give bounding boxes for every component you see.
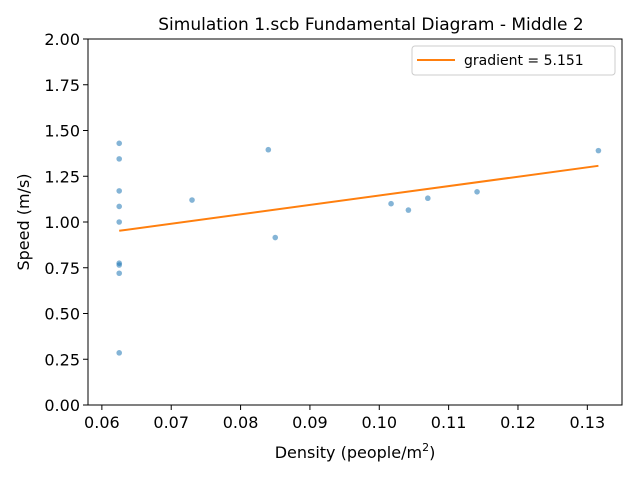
y-axis-label: Speed (m/s)	[14, 173, 33, 270]
x-axis-label-main: Density (people/m	[275, 443, 422, 462]
scatter-point	[265, 146, 272, 153]
scatter-point	[595, 147, 602, 154]
x-tick-label: 0.06	[84, 413, 120, 432]
y-axis: 0.00 0.25 0.50 0.75 1.00 1.25 1.50 1.75 2.00	[44, 30, 88, 415]
y-tick-label: 1.00	[44, 213, 80, 232]
x-tick-label: 0.09	[292, 413, 328, 432]
y-tick-label: 1.75	[44, 76, 80, 95]
scatter-point	[388, 200, 394, 207]
scatter-point	[474, 189, 480, 195]
legend: gradient = 5.151	[411, 45, 616, 76]
scatter-point	[425, 195, 431, 202]
y-tick-label: 1.50	[44, 122, 80, 141]
y-tick-label: 0.00	[44, 396, 80, 415]
scatter-point	[116, 188, 123, 194]
scatter-point	[116, 156, 123, 162]
x-tick-label: 0.13	[570, 413, 606, 432]
plot-area	[116, 140, 602, 356]
scatter-point	[116, 140, 123, 147]
legend-box	[411, 45, 616, 76]
y-tick-label: 0.75	[44, 259, 80, 278]
y-tick-label: 2.00	[44, 30, 80, 49]
scatter-point	[189, 197, 195, 203]
x-axis-label-superscript: 2	[422, 441, 429, 454]
chart-title: Simulation 1.scb Fundamental Diagram - M…	[158, 15, 584, 35]
x-axis-label-suffix: )	[429, 443, 435, 462]
x-tick-label: 0.11	[431, 413, 467, 432]
x-tick-label: 0.10	[361, 413, 397, 432]
scatter-point	[116, 350, 123, 356]
x-tick-label: 0.07	[153, 413, 189, 432]
fit-line	[119, 164, 599, 232]
y-tick-label: 0.25	[44, 350, 80, 369]
y-tick-label: 0.50	[44, 305, 80, 324]
scatter-point	[116, 203, 123, 210]
x-tick-label: 0.08	[223, 413, 259, 432]
legend-label: gradient = 5.151	[464, 53, 584, 69]
x-axis: 0.06 0.07 0.08 0.09 0.10 0.11 0.12 0.13	[84, 405, 605, 432]
scatter-point	[116, 219, 123, 225]
scatter-point	[116, 270, 123, 277]
x-axis-label: Density (people/m2)	[275, 441, 436, 462]
y-tick-label: 1.25	[44, 167, 80, 186]
x-tick-label: 0.12	[500, 413, 536, 432]
scatter-point	[272, 234, 279, 241]
scatter-point	[116, 262, 123, 268]
scatter-point	[405, 207, 412, 213]
